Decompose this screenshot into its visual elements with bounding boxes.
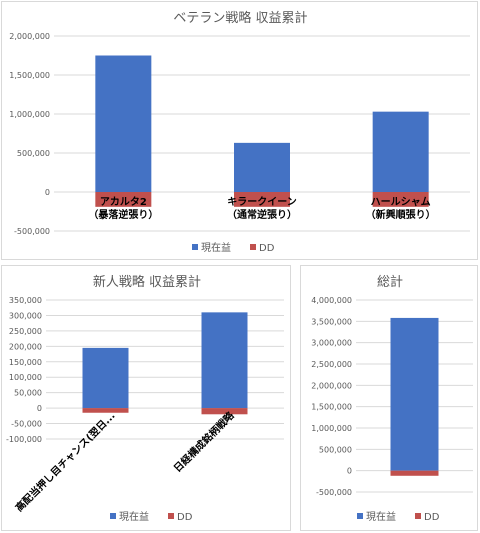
y-tick-label: 50,000 (14, 389, 42, 398)
legend-swatch-current-profit (192, 244, 198, 250)
chart-title: 総計 (377, 274, 403, 290)
category-label: ハールシャム (371, 196, 431, 208)
legend-label: 現在益 (201, 241, 231, 254)
y-tick-label: 0 (37, 404, 42, 413)
y-tick-label: 2,000,000 (311, 381, 352, 390)
newcomer-chart-panel: 新人戦略 収益累計 -100,000 -50,000 0 50,000 100,000 15… (1, 265, 291, 531)
y-tick-label: 200,000 (9, 342, 42, 351)
newcomer-chart: 新人戦略 収益累計 -100,000 -50,000 0 50,000 100,000 15… (6, 274, 284, 523)
y-tick-label: 500,000 (319, 445, 352, 454)
y-tick-label: 3,000,000 (311, 339, 352, 348)
category-label: 日経構成銘柄戦略 (171, 408, 237, 474)
bar-dd (372, 192, 429, 207)
y-tick-label: 2,000,000 (9, 32, 50, 41)
y-tick-label: 1,500,000 (311, 403, 352, 412)
bar-current-profit (372, 111, 429, 192)
legend-swatch-dd (415, 513, 421, 519)
y-tick-label: 1,000,000 (311, 424, 352, 433)
legend-label: DD (177, 512, 193, 523)
veteran-chart-panel: ベテラン戦略 収益累計 -500,000 0 500,000 1,000,000 1,50… (1, 1, 478, 260)
y-tick-label: 350,000 (9, 296, 42, 305)
bar-current-profit (82, 347, 129, 409)
bar-dd (390, 470, 439, 476)
y-tick-label: 1,000,000 (9, 110, 50, 119)
chart-title: ベテラン戦略 収益累計 (173, 10, 307, 26)
legend-swatch-dd (250, 244, 256, 250)
bar-current-profit (95, 55, 152, 192)
y-tick-label: 0 (45, 188, 50, 197)
bar-dd (234, 192, 290, 207)
y-tick-label: 2,500,000 (311, 360, 352, 369)
chart-title: 新人戦略 収益累計 (93, 274, 201, 290)
y-tick-label: 1,500,000 (9, 71, 50, 80)
bar-dd (201, 408, 248, 415)
category-label: （通常逆張り） (227, 208, 297, 221)
total-chart-panel: 総計 -500,000 0 500,000 1,000,000 1,500,000 2,00… (300, 265, 478, 531)
legend-label: DD (259, 243, 275, 254)
category-label: （暴落逆張り） (88, 208, 158, 221)
legend-swatch-current-profit (110, 513, 116, 519)
y-tick-label: 100,000 (9, 373, 42, 382)
bar-dd (95, 192, 152, 207)
category-label: アカルタ2 (100, 196, 147, 208)
y-tick-label: 4,000,000 (311, 296, 352, 305)
y-tick-label: -500,000 (316, 488, 352, 497)
bar-current-profit (390, 317, 439, 471)
legend-label: 現在益 (366, 510, 396, 523)
bar-dd (82, 408, 129, 413)
legend-swatch-dd (168, 513, 174, 519)
y-tick-label: 150,000 (9, 358, 42, 367)
category-label: （新興順張り） (366, 208, 436, 221)
legend-swatch-current-profit (357, 513, 363, 519)
legend-label: 現在益 (119, 510, 149, 523)
legend-label: DD (424, 512, 440, 523)
y-tick-label: -500,000 (14, 227, 50, 236)
y-tick-label: 3,500,000 (311, 317, 352, 326)
y-tick-label: 250,000 (9, 327, 42, 336)
total-chart: 総計 -500,000 0 500,000 1,000,000 1,500,000 2,00… (311, 274, 473, 523)
bar-current-profit (234, 142, 290, 192)
y-tick-label: -50,000 (11, 420, 42, 429)
y-tick-label: 500,000 (17, 149, 50, 158)
bar-current-profit (201, 312, 248, 409)
category-label: キラークイーン (227, 196, 297, 208)
y-tick-label: 0 (347, 467, 352, 476)
y-tick-label: -100,000 (6, 435, 42, 444)
y-tick-label: 300,000 (9, 311, 42, 320)
veteran-chart: ベテラン戦略 収益累計 -500,000 0 500,000 1,000,000 1,50… (9, 10, 470, 254)
